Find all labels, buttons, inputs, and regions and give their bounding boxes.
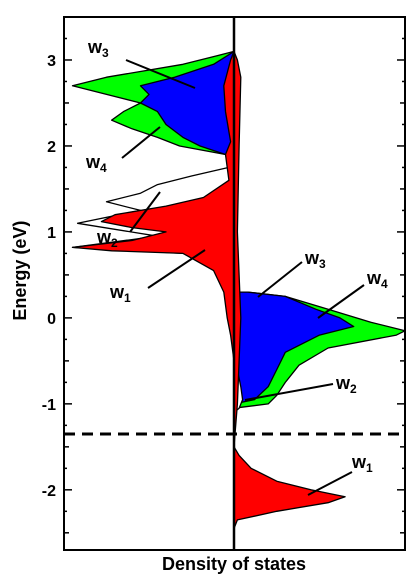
annotation-label: w4	[366, 268, 388, 291]
annotation-label: w2	[335, 373, 357, 396]
series-w1-down-area	[233, 50, 346, 530]
y-tick-label: 3	[47, 53, 56, 70]
annotation-leader-line	[244, 383, 334, 401]
y-axis-ticks	[64, 37, 405, 534]
y-tick-label: -2	[42, 483, 56, 500]
x-axis-title: Density of states	[162, 554, 306, 574]
annotation-leader-line	[121, 126, 161, 159]
annotation-label: w4	[85, 152, 107, 175]
annotation-label: w2	[96, 227, 118, 250]
annotation-label: w1	[109, 282, 131, 305]
annotation-label: w3	[304, 248, 326, 271]
y-tick-label: -1	[42, 397, 56, 414]
series-w3-down-area	[233, 291, 355, 405]
annotation-leader-line	[125, 59, 196, 89]
orbital-annotations: w3 w4 w2 w1 w3 w4 w2 w1	[85, 37, 388, 496]
annotation-leader-line	[317, 284, 365, 319]
y-tick-label: 0	[47, 311, 56, 328]
y-tick-label: 2	[47, 139, 56, 156]
annotation-leader-line	[307, 471, 353, 496]
annotation-leader-line	[147, 249, 206, 289]
y-axis-tick-labels: -2 -1 0 1 2 3	[42, 53, 56, 500]
series-w1-up-area	[71, 50, 235, 405]
annotation-label: w3	[87, 37, 109, 60]
y-tick-label: 1	[47, 225, 56, 242]
plot-frame	[63, 16, 406, 551]
y-axis-title: Energy (eV)	[10, 221, 30, 321]
annotation-leader-line	[129, 191, 161, 233]
annotation-leader-line	[257, 261, 303, 298]
annotation-label: w1	[351, 452, 373, 475]
